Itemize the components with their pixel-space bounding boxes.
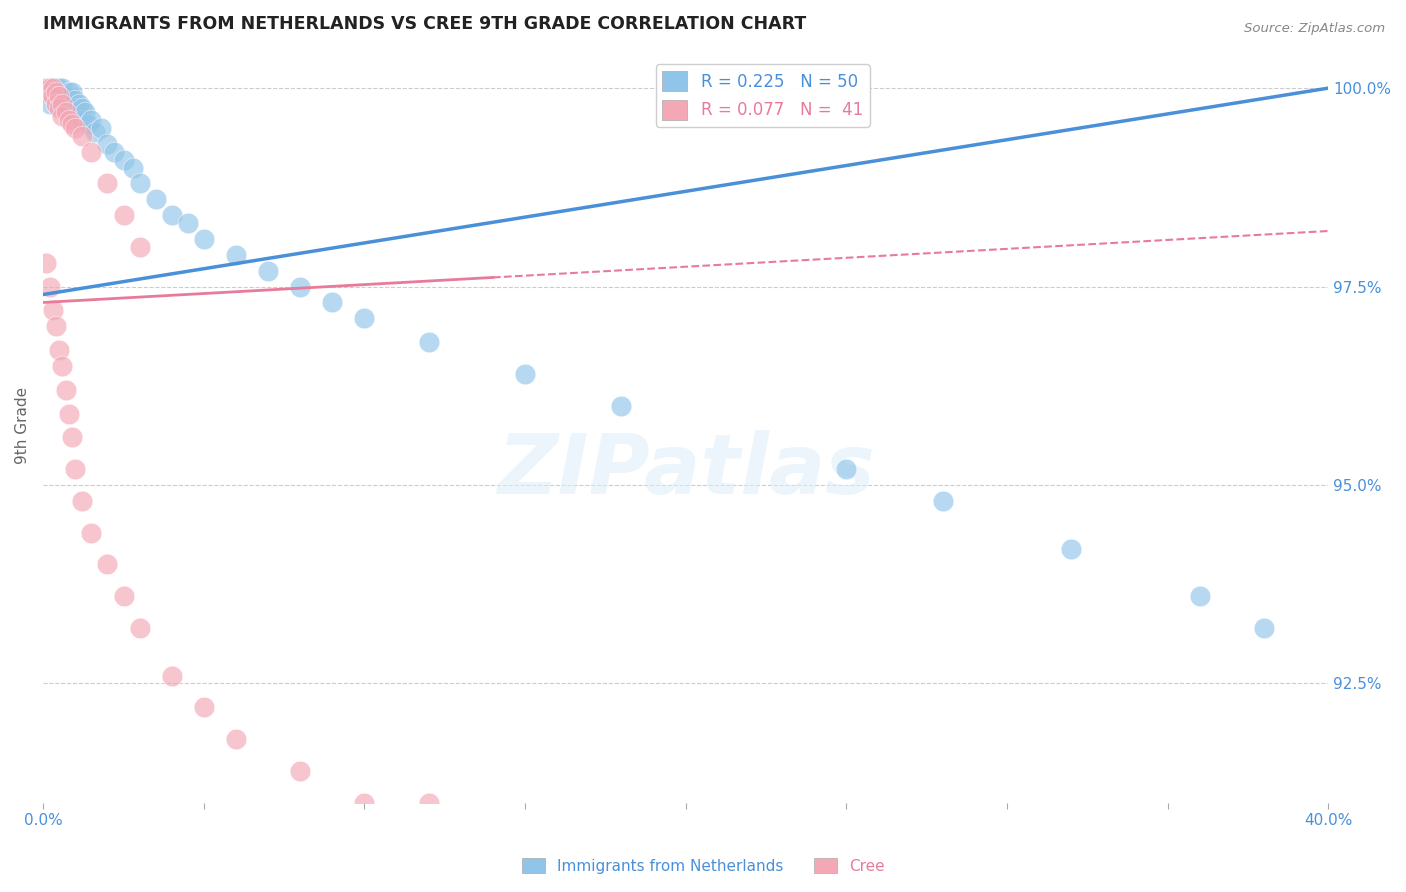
Point: [42, 89, 65, 103]
Point: [70, 128, 93, 143]
Point: [1253, 621, 1275, 635]
Point: [96, 136, 118, 151]
Point: [58, 407, 80, 421]
Point: [65, 462, 87, 476]
Point: [418, 335, 440, 350]
Point: [513, 367, 536, 381]
Point: [835, 462, 858, 476]
Point: [112, 208, 135, 222]
Point: [51, 109, 73, 123]
Point: [45, 81, 67, 95]
Point: [55, 93, 77, 107]
Point: [51, 97, 73, 112]
Point: [96, 558, 118, 572]
Point: [96, 177, 118, 191]
Point: [112, 153, 135, 167]
Point: [65, 120, 87, 135]
Point: [35, 81, 58, 95]
Point: [55, 383, 77, 397]
Text: Source: ZipAtlas.com: Source: ZipAtlas.com: [1244, 22, 1385, 36]
Point: [67, 109, 90, 123]
Point: [48, 89, 70, 103]
Point: [65, 93, 87, 107]
Point: [160, 208, 183, 222]
Point: [145, 192, 167, 206]
Point: [160, 668, 183, 682]
Point: [45, 319, 67, 334]
Point: [73, 104, 96, 119]
Point: [58, 97, 80, 112]
Point: [80, 145, 103, 159]
Point: [193, 700, 215, 714]
Point: [225, 248, 247, 262]
Point: [70, 101, 93, 115]
Point: [90, 120, 112, 135]
Point: [353, 796, 375, 810]
Point: [1060, 541, 1083, 556]
Point: [193, 232, 215, 246]
Point: [38, 81, 60, 95]
Point: [35, 256, 58, 270]
Point: [51, 359, 73, 373]
Point: [55, 89, 77, 103]
Point: [58, 85, 80, 99]
Point: [290, 764, 312, 778]
Point: [67, 97, 90, 112]
Point: [60, 430, 83, 444]
Point: [35, 85, 58, 99]
Y-axis label: 9th Grade: 9th Grade: [15, 387, 30, 464]
Point: [290, 279, 312, 293]
Point: [55, 104, 77, 119]
Point: [60, 85, 83, 99]
Point: [128, 621, 150, 635]
Point: [38, 85, 60, 99]
Point: [42, 303, 65, 318]
Point: [48, 89, 70, 103]
Point: [70, 112, 93, 127]
Point: [48, 81, 70, 95]
Point: [931, 494, 953, 508]
Point: [77, 117, 100, 131]
Point: [48, 343, 70, 357]
Point: [70, 494, 93, 508]
Point: [122, 161, 145, 175]
Text: IMMIGRANTS FROM NETHERLANDS VS CREE 9TH GRADE CORRELATION CHART: IMMIGRANTS FROM NETHERLANDS VS CREE 9TH …: [44, 15, 807, 33]
Point: [45, 97, 67, 112]
Point: [60, 117, 83, 131]
Point: [60, 104, 83, 119]
Point: [45, 97, 67, 112]
Point: [418, 796, 440, 810]
Point: [38, 97, 60, 112]
Point: [51, 97, 73, 112]
Point: [38, 279, 60, 293]
Point: [58, 112, 80, 127]
Legend: R = 0.225   N = 50, R = 0.077   N =  41: R = 0.225 N = 50, R = 0.077 N = 41: [655, 64, 870, 127]
Point: [83, 125, 105, 139]
Point: [65, 101, 87, 115]
Point: [42, 89, 65, 103]
Point: [42, 81, 65, 95]
Text: ZIPatlas: ZIPatlas: [496, 430, 875, 511]
Point: [45, 85, 67, 99]
Point: [42, 81, 65, 95]
Legend: Immigrants from Netherlands, Cree: Immigrants from Netherlands, Cree: [516, 852, 890, 880]
Point: [51, 81, 73, 95]
Point: [1188, 589, 1211, 603]
Point: [353, 311, 375, 326]
Point: [257, 263, 280, 277]
Point: [80, 112, 103, 127]
Point: [103, 145, 125, 159]
Point: [128, 240, 150, 254]
Point: [38, 81, 60, 95]
Point: [225, 731, 247, 746]
Point: [128, 177, 150, 191]
Point: [112, 589, 135, 603]
Point: [80, 525, 103, 540]
Point: [177, 216, 200, 230]
Point: [48, 101, 70, 115]
Point: [321, 295, 343, 310]
Point: [610, 399, 633, 413]
